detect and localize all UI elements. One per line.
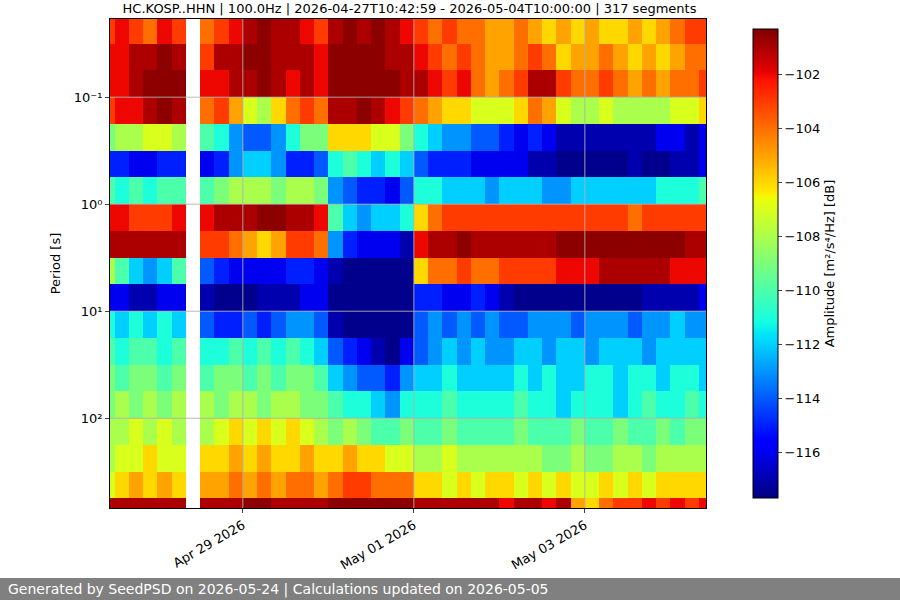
svg-text:−112: −112 (785, 337, 821, 352)
svg-text:HC.KOSP..HHN | 100.0Hz | 2026-: HC.KOSP..HHN | 100.0Hz | 2026-04-27T10:4… (123, 1, 697, 16)
svg-text:10²: 10² (81, 411, 103, 426)
svg-text:10⁻¹: 10⁻¹ (74, 90, 103, 105)
svg-text:−104: −104 (785, 121, 821, 136)
svg-text:May 01 2026: May 01 2026 (338, 517, 419, 572)
svg-text:Apr 29 2026: Apr 29 2026 (170, 517, 247, 570)
svg-text:10⁰: 10⁰ (81, 197, 103, 212)
html-text:Generated by SeedPSD on 2026-0: Generated by SeedPSD on 2026-05-24 | Cal… (8, 581, 549, 597)
svg-text:−110: −110 (785, 283, 821, 298)
svg-text:−116: −116 (785, 445, 821, 460)
svg-text:−102: −102 (785, 67, 821, 82)
svg-text:Amplitude [m²/s⁴/Hz] [dB]: Amplitude [m²/s⁴/Hz] [dB] (822, 180, 837, 348)
svg-text:−106: −106 (785, 175, 821, 190)
svg-text:−108: −108 (785, 229, 821, 244)
svg-text:−114: −114 (785, 391, 821, 406)
svg-text:10¹: 10¹ (81, 304, 103, 319)
svg-text:May 03 2026: May 03 2026 (509, 517, 590, 572)
svg-text:Period [s]: Period [s] (48, 233, 63, 295)
